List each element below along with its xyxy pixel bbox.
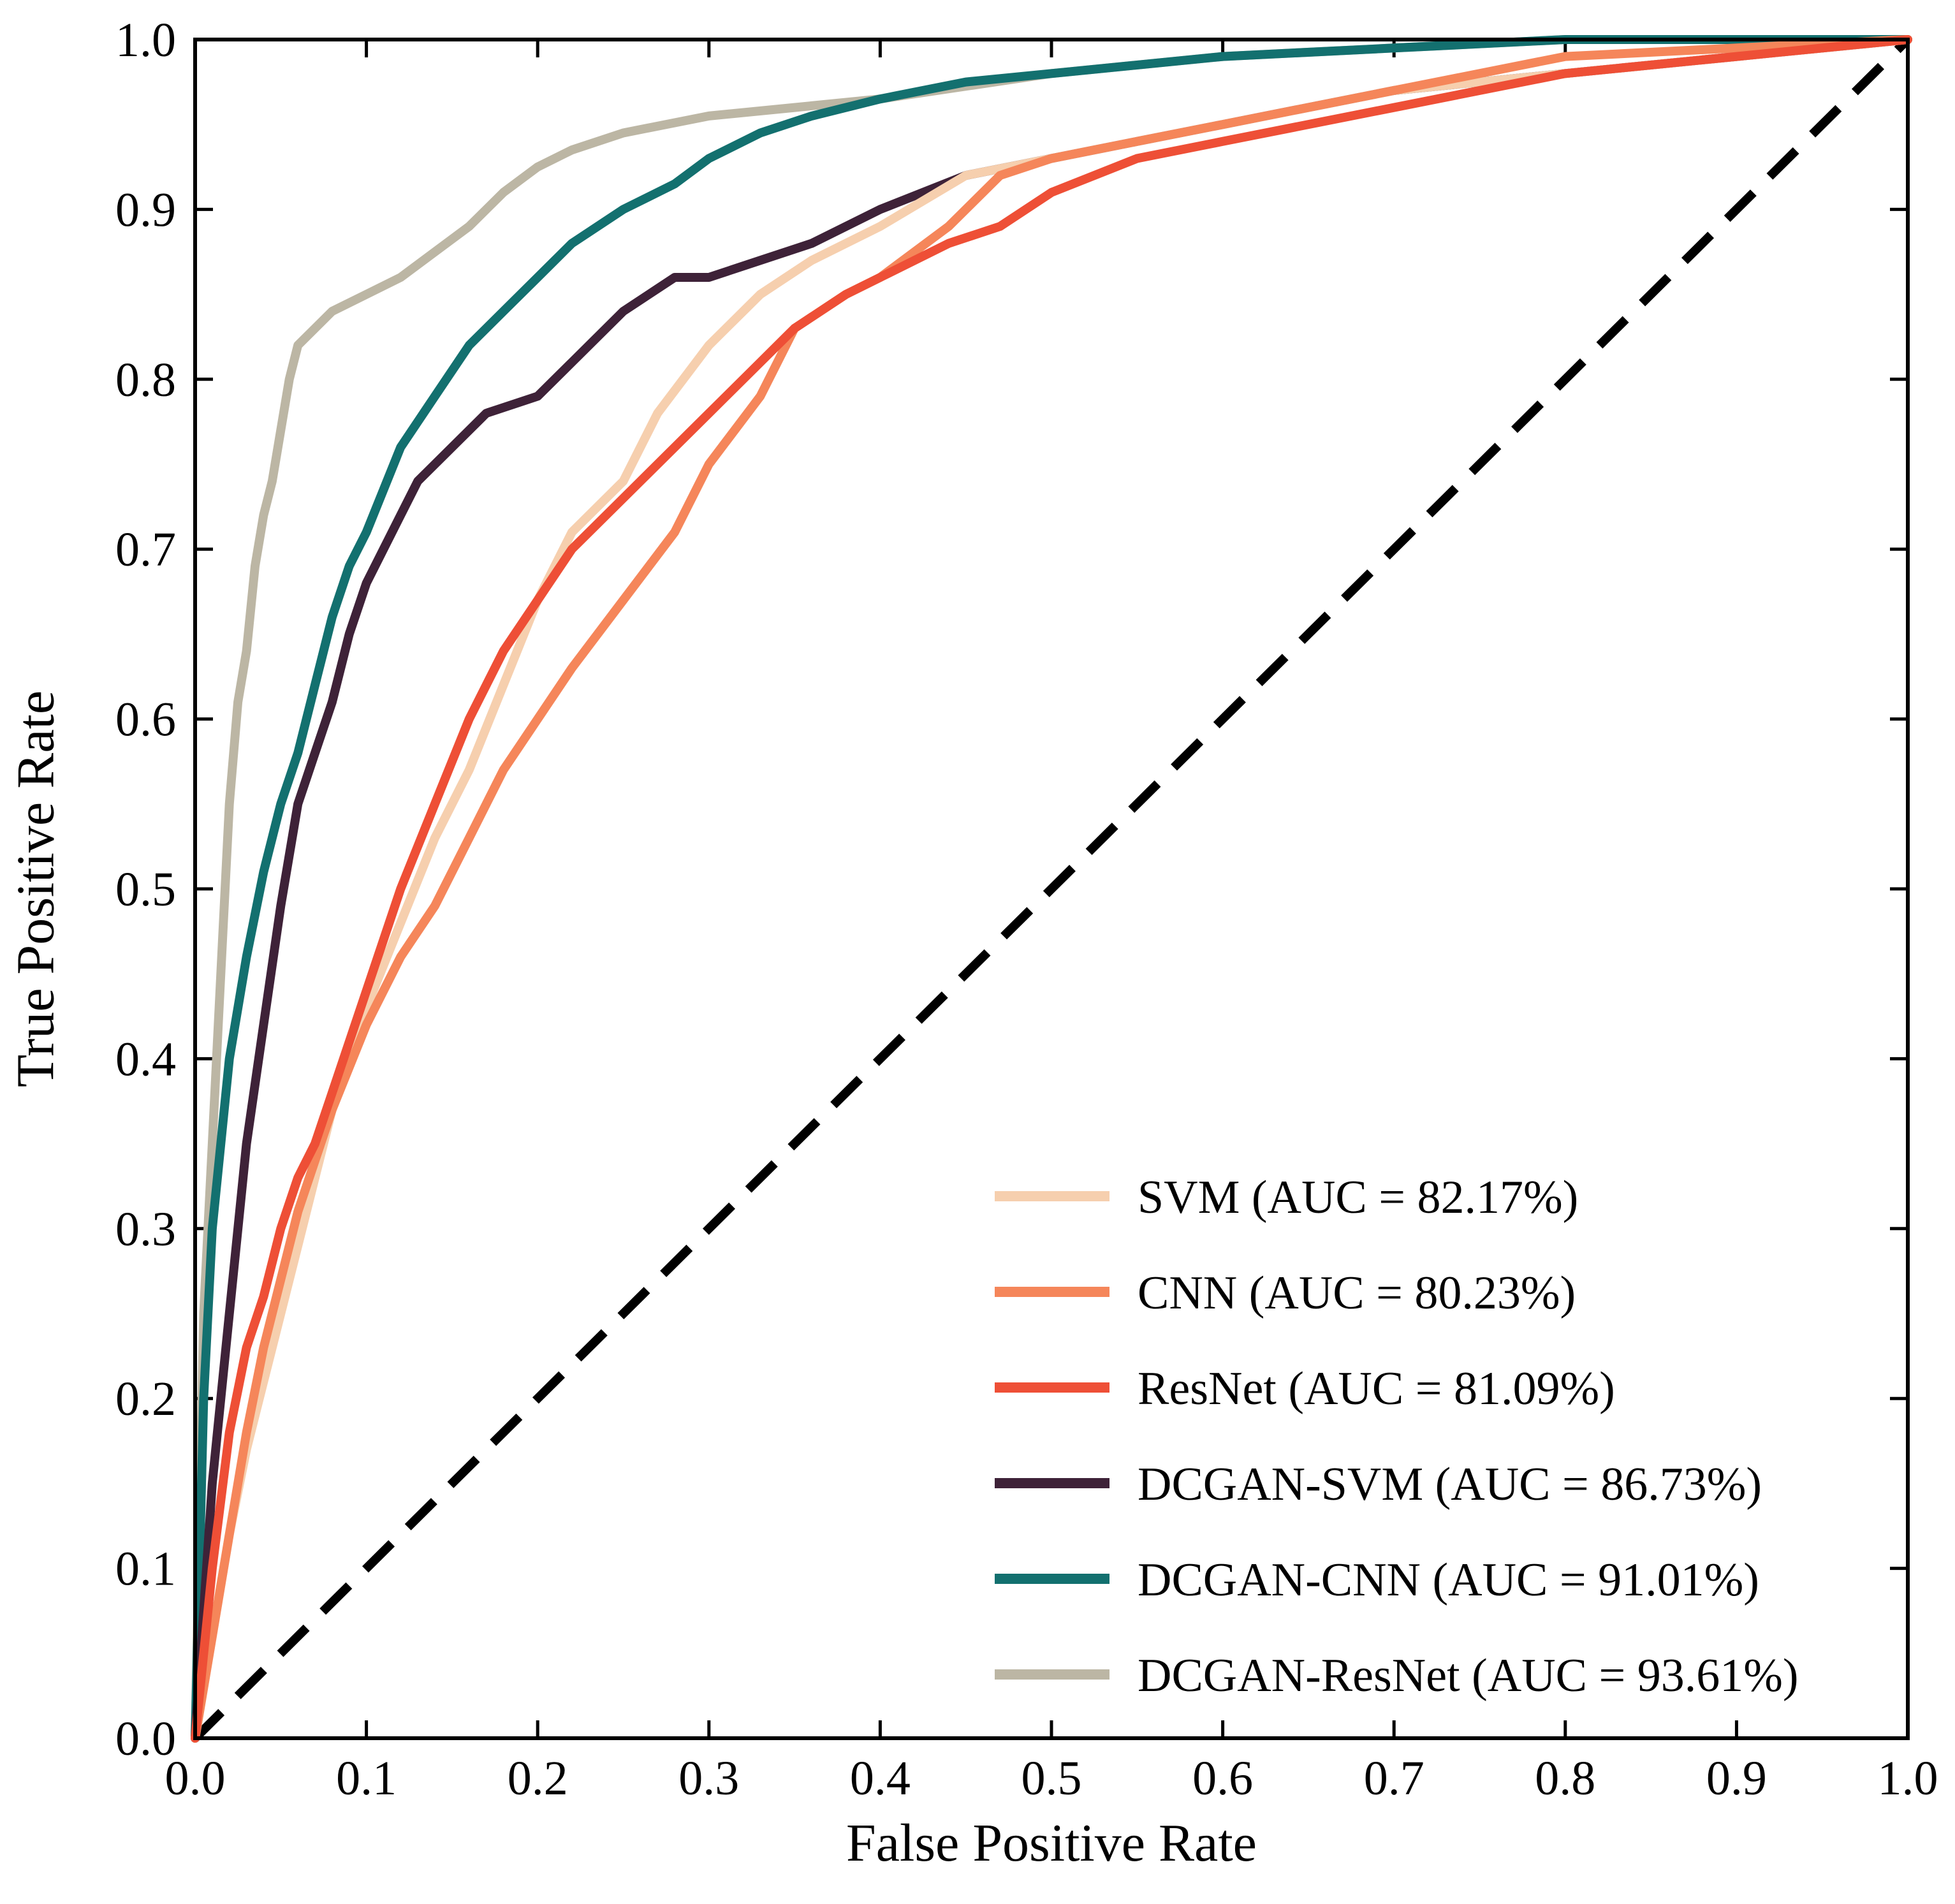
legend-label-4: DCGAN-CNN (AUC = 91.01%) (1138, 1554, 1759, 1606)
plot-lines (191, 35, 1912, 1743)
x-tick-label: 0.8 (1535, 1752, 1595, 1805)
x-tick-label: 0.0 (165, 1752, 226, 1805)
y-tick-label: 0.6 (115, 693, 176, 747)
x-tick-label: 0.6 (1192, 1752, 1253, 1805)
x-tick-label: 0.2 (508, 1752, 568, 1805)
series-line-2 (191, 35, 1912, 1743)
y-tick-label: 1.0 (115, 13, 176, 67)
legend: SVM (AUC = 82.17%) CNN (AUC = 80.23%) ResN… (995, 1171, 1799, 1702)
series-line-4 (191, 35, 1912, 1743)
y-tick-label: 0.8 (115, 353, 176, 407)
legend-label-5: DCGAN-ResNet (AUC = 93.61%) (1138, 1650, 1799, 1702)
series-line-1 (191, 35, 1912, 1743)
legend-label-3: DCGAN-SVM (AUC = 86.73%) (1138, 1458, 1762, 1511)
legend-label-0: SVM (AUC = 82.17%) (1138, 1171, 1578, 1224)
x-tick-label: 1.0 (1878, 1752, 1938, 1805)
x-tick-label: 0.4 (850, 1752, 911, 1805)
x-tick-label: 0.5 (1021, 1752, 1082, 1805)
y-tick-label: 0.9 (115, 183, 176, 237)
y-tick-label: 0.3 (115, 1203, 176, 1256)
x-tick-label: 0.3 (678, 1752, 739, 1805)
y-tick-label: 0.1 (115, 1542, 176, 1596)
x-tick-label: 0.7 (1364, 1752, 1424, 1805)
legend-label-2: ResNet (AUC = 81.09%) (1138, 1363, 1615, 1415)
x-tick-label: 0.9 (1706, 1752, 1767, 1805)
plot-frame (193, 38, 1910, 1740)
legend-label-1: CNN (AUC = 80.23%) (1138, 1267, 1576, 1319)
y-tick-label: 0.5 (115, 863, 176, 916)
x-tick-label: 0.1 (336, 1752, 397, 1805)
y-axis-label: True Positive Rate (6, 691, 65, 1087)
x-axis-label: False Positive Rate (846, 1813, 1257, 1873)
y-tick-label: 0.4 (115, 1032, 176, 1086)
reference-diagonal-line (192, 36, 1911, 1741)
y-tick-label: 0.2 (115, 1372, 176, 1426)
y-tick-label: 0.7 (115, 523, 176, 576)
y-tick-label: 0.0 (115, 1712, 176, 1766)
axis-tick-labels: 0.0 0.1 0.2 0.3 0.4 0.5 0.6 0.7 0.8 0.9 1.0 0.0 0.1 0… (115, 13, 1938, 1805)
